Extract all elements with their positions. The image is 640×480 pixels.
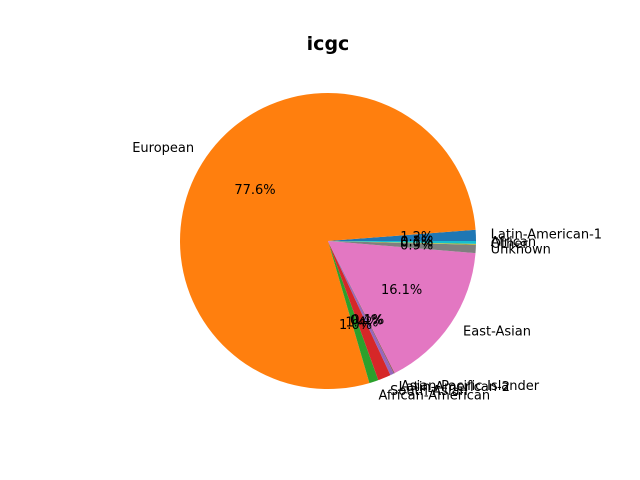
pie-slice-european bbox=[180, 92, 476, 390]
pie-slice-unknown bbox=[328, 241, 476, 254]
pie-slice-south-asian bbox=[328, 241, 391, 381]
chart-title: icgc bbox=[307, 33, 350, 55]
pct-label-european: 77.6% bbox=[234, 183, 275, 198]
pie-slice-african bbox=[328, 241, 476, 244]
pct-label-unknown: 0.9% bbox=[400, 238, 433, 253]
pct-label-latin-american-1: 1.2% bbox=[400, 230, 433, 245]
pie-slices bbox=[180, 92, 476, 390]
slice-label-african: African bbox=[491, 235, 536, 250]
slice-labels: Latin-American-1 European African-American… bbox=[132, 141, 602, 403]
pie-slice-other bbox=[328, 241, 476, 245]
pie-slice-asian-pacific-islander bbox=[328, 241, 395, 374]
pct-label-south-asian: 1.4% bbox=[345, 316, 378, 331]
pie-slice-african-american bbox=[328, 241, 379, 384]
pct-label-asian-pacific-islander: 0.1% bbox=[351, 313, 384, 328]
slice-label-south-asian: South-Asian bbox=[390, 384, 468, 399]
slice-label-unknown: Unknown bbox=[491, 242, 551, 257]
slice-label-other: Other bbox=[491, 237, 529, 252]
slice-label-asian-pacific-islander: Asian-Pacific-Islander bbox=[401, 379, 540, 394]
pct-label-latin-american-2: 0.4% bbox=[350, 314, 383, 329]
slice-label-african-american: African-American bbox=[379, 388, 491, 403]
pie-slice-latin-american-1 bbox=[328, 229, 476, 241]
pie-slice-east-asian bbox=[328, 241, 476, 374]
pct-label-african: 0.3% bbox=[400, 234, 433, 249]
slice-label-european: European bbox=[132, 141, 194, 156]
slice-label-latin-american-2: Latin-American-2 bbox=[399, 380, 510, 395]
slice-label-latin-american-1: Latin-American-1 bbox=[491, 227, 602, 242]
slice-label-east-asian: East-Asian bbox=[463, 324, 531, 339]
pct-label-other: 0.1% bbox=[400, 235, 433, 250]
pct-label-east-asian: 16.1% bbox=[381, 283, 422, 298]
percent-labels: 1.2%77.6%1.0%1.4%0.4%0.1%16.1%0.9%0.1%0.… bbox=[234, 183, 433, 333]
pct-label-african-american: 1.0% bbox=[339, 318, 372, 333]
pie-slice-latin-american-2 bbox=[328, 241, 394, 376]
